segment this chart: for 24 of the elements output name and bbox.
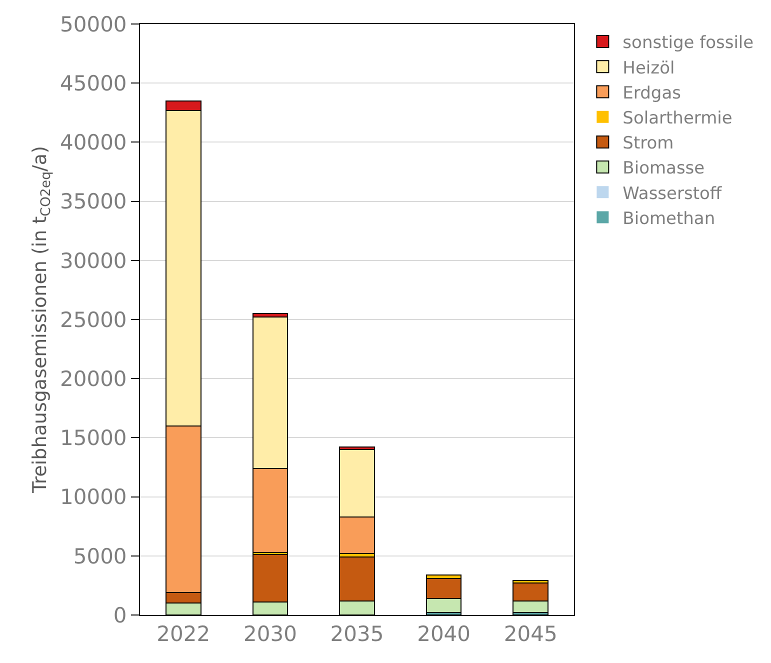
legend-label: sonstige fossile [622,33,754,54]
legend-label: Biomasse [622,158,705,179]
y-tick-label: 35000 [60,190,127,214]
x-tick-label: 2022 [156,622,210,646]
y-tick-label: 50000 [60,12,127,36]
y-tick-label: 20000 [60,366,127,391]
legend-label: Solarthermie [622,108,732,128]
y-tick-label: 0 [113,603,127,628]
legend-label: Strom [622,134,674,154]
y-tick-label: 10000 [60,485,127,510]
y-tick-label: 15000 [60,426,127,450]
y-tick-label: 25000 [60,308,127,332]
legend-label: Heizöl [622,58,675,78]
y-tick-label: 40000 [60,130,127,155]
x-tick-label: 2030 [243,622,297,646]
y-tick-label: 30000 [60,248,127,273]
x-tick-label: 2045 [504,622,558,646]
legend-label: Erdgas [622,83,682,104]
x-tick-label: 2040 [417,622,471,646]
legend-label: Biomethan [622,208,716,229]
y-tick-label: 45000 [60,71,127,96]
legend-label: Wasserstoff [622,184,723,204]
x-tick-label: 2035 [330,622,384,646]
y-tick-label: 5000 [73,544,127,568]
